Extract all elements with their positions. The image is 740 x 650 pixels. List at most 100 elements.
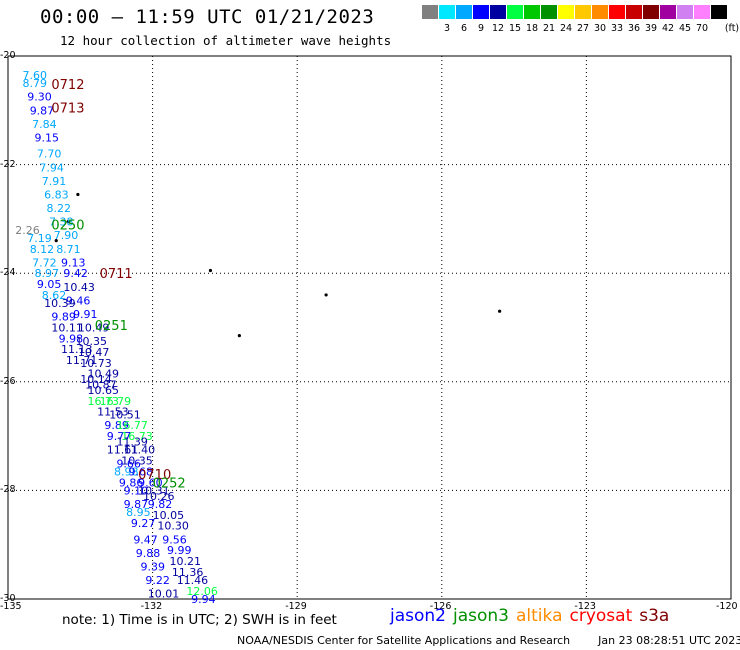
legend-label: 27 [576, 23, 590, 34]
legend-swatch [660, 5, 676, 19]
legend-label: 45 [678, 23, 692, 34]
legend-label: 24 [559, 23, 573, 34]
swh-value: 9.15 [35, 131, 60, 144]
swh-value: 8.71 [56, 243, 80, 256]
legend-label: 12 [491, 23, 505, 34]
pass-label: 0251 [95, 319, 128, 334]
legend-swatch [439, 5, 455, 19]
legend-label: 42 [661, 23, 675, 34]
swh-value: 7.84 [32, 118, 57, 131]
page-title: 00:00 – 11:59 UTC 01/21/2023 [40, 6, 375, 28]
swh-value: 10.01 [148, 588, 180, 601]
swh-value: 10.39 [44, 297, 76, 310]
swh-value: 7.94 [39, 161, 64, 174]
legend-swatch [524, 5, 540, 19]
swh-value: 9.42 [63, 267, 88, 280]
swh-value: 8.97 [35, 267, 60, 280]
legend-swatch [592, 5, 608, 19]
swh-value: 10.31 [138, 484, 170, 497]
swh-value: 9.56 [162, 533, 187, 546]
lon-tick-label: -132 [140, 601, 163, 612]
swh-value: 8.98 [114, 465, 139, 478]
swh-value: 9.77 [107, 430, 132, 443]
islands [54, 192, 502, 338]
legend-swatch [575, 5, 591, 19]
swh-value: 10.49 [78, 322, 110, 335]
satellite-cryosat: cryosat [569, 606, 633, 626]
island [324, 293, 328, 297]
lat-tick-label: -22 [0, 158, 16, 170]
island [208, 268, 213, 273]
legend-swatch [558, 5, 574, 19]
swh-value: 10.49 [88, 368, 120, 381]
legend-label: 15 [508, 23, 522, 34]
island [237, 334, 241, 338]
footer-timestamp: Jan 23 08:28:51 UTC 2023 [598, 634, 740, 647]
lon-tick-label: -120 [716, 601, 738, 612]
satellite-legend: jason2 jason3 altika cryosat s3a [390, 606, 676, 626]
swh-value: 9.66 [116, 457, 141, 470]
island [498, 309, 502, 313]
swh-value: 9.46 [66, 294, 91, 307]
satellite-altika: altika [516, 606, 563, 626]
swh-value: 10.65 [88, 384, 120, 397]
swh-value: 9.89 [51, 311, 76, 324]
swh-value: 10.43 [63, 281, 95, 294]
satellite-s3a: s3a [639, 606, 670, 626]
legend-label: 33 [610, 23, 624, 34]
swh-value: 11.71 [66, 354, 98, 367]
pass-label: 0712 [51, 78, 84, 93]
swh-value: 9.82 [148, 498, 173, 511]
swh-value: 11.46 [177, 574, 209, 587]
swh-value: 6.83 [44, 188, 69, 201]
legend-label: 9 [477, 23, 485, 34]
swh-value: 10.14 [80, 373, 112, 386]
legend-swatch [609, 5, 625, 19]
legend-label: 6 [460, 23, 468, 34]
swh-value: 9.89 [104, 419, 128, 432]
swh-value: 9.47 [133, 533, 158, 546]
swh-value: 10.30 [157, 520, 189, 533]
swh-value: 9.68 [129, 465, 154, 478]
swh-points: 7.608.799.309.877.849.157.707.947.916.83… [15, 69, 218, 606]
swh-value: 9.98 [59, 332, 84, 345]
swh-value: 9.27 [131, 517, 156, 530]
legend-unit: (ft) [724, 23, 740, 34]
lat-tick-label: -30 [0, 593, 16, 604]
swh-value: 9.30 [27, 91, 51, 104]
lon-tick-label: -129 [285, 601, 307, 612]
swh-value: 10.35 [75, 335, 107, 348]
swh-value: 11.13 [61, 343, 93, 356]
legend-swatch [490, 5, 506, 19]
swh-value: 10.73 [80, 357, 112, 370]
swh-value: 8.62 [42, 289, 67, 302]
island [76, 192, 80, 197]
swh-value: 11.39 [116, 436, 148, 449]
map-grid [7, 55, 732, 600]
swh-value: 8.95 [126, 506, 151, 519]
swh-value: 8.22 [47, 202, 71, 215]
swh-value: 10.35 [121, 455, 152, 468]
units-note: note: 1) Time is in UTC; 2) SWH is in fe… [62, 612, 337, 628]
map-frame [7, 55, 732, 600]
swh-value: 9.05 [37, 278, 62, 291]
lat-tick-label: -24 [0, 267, 16, 279]
swh-value: 11.53 [97, 406, 129, 419]
satellite-jason3: jason3 [453, 606, 509, 626]
island [66, 220, 70, 224]
swh-value: 10.51 [109, 408, 141, 421]
swh-value: 16.79 [100, 395, 132, 408]
footer-agency: NOAA/NESDIS Center for Satellite Applica… [237, 634, 571, 647]
pass-label: 0710 [138, 468, 171, 483]
lon-tick-label: -126 [429, 601, 452, 612]
legend-label: 3 [443, 23, 451, 34]
swh-value: 7.38 [49, 216, 74, 229]
swh-value: 7.72 [32, 256, 57, 269]
swh-value: 9.22 [145, 574, 170, 587]
swh-value: 10.11 [51, 322, 83, 335]
swh-value: 11.61 [107, 444, 139, 457]
swh-value: 9.60 [138, 476, 163, 489]
swh-value: 7.19 [27, 232, 51, 245]
